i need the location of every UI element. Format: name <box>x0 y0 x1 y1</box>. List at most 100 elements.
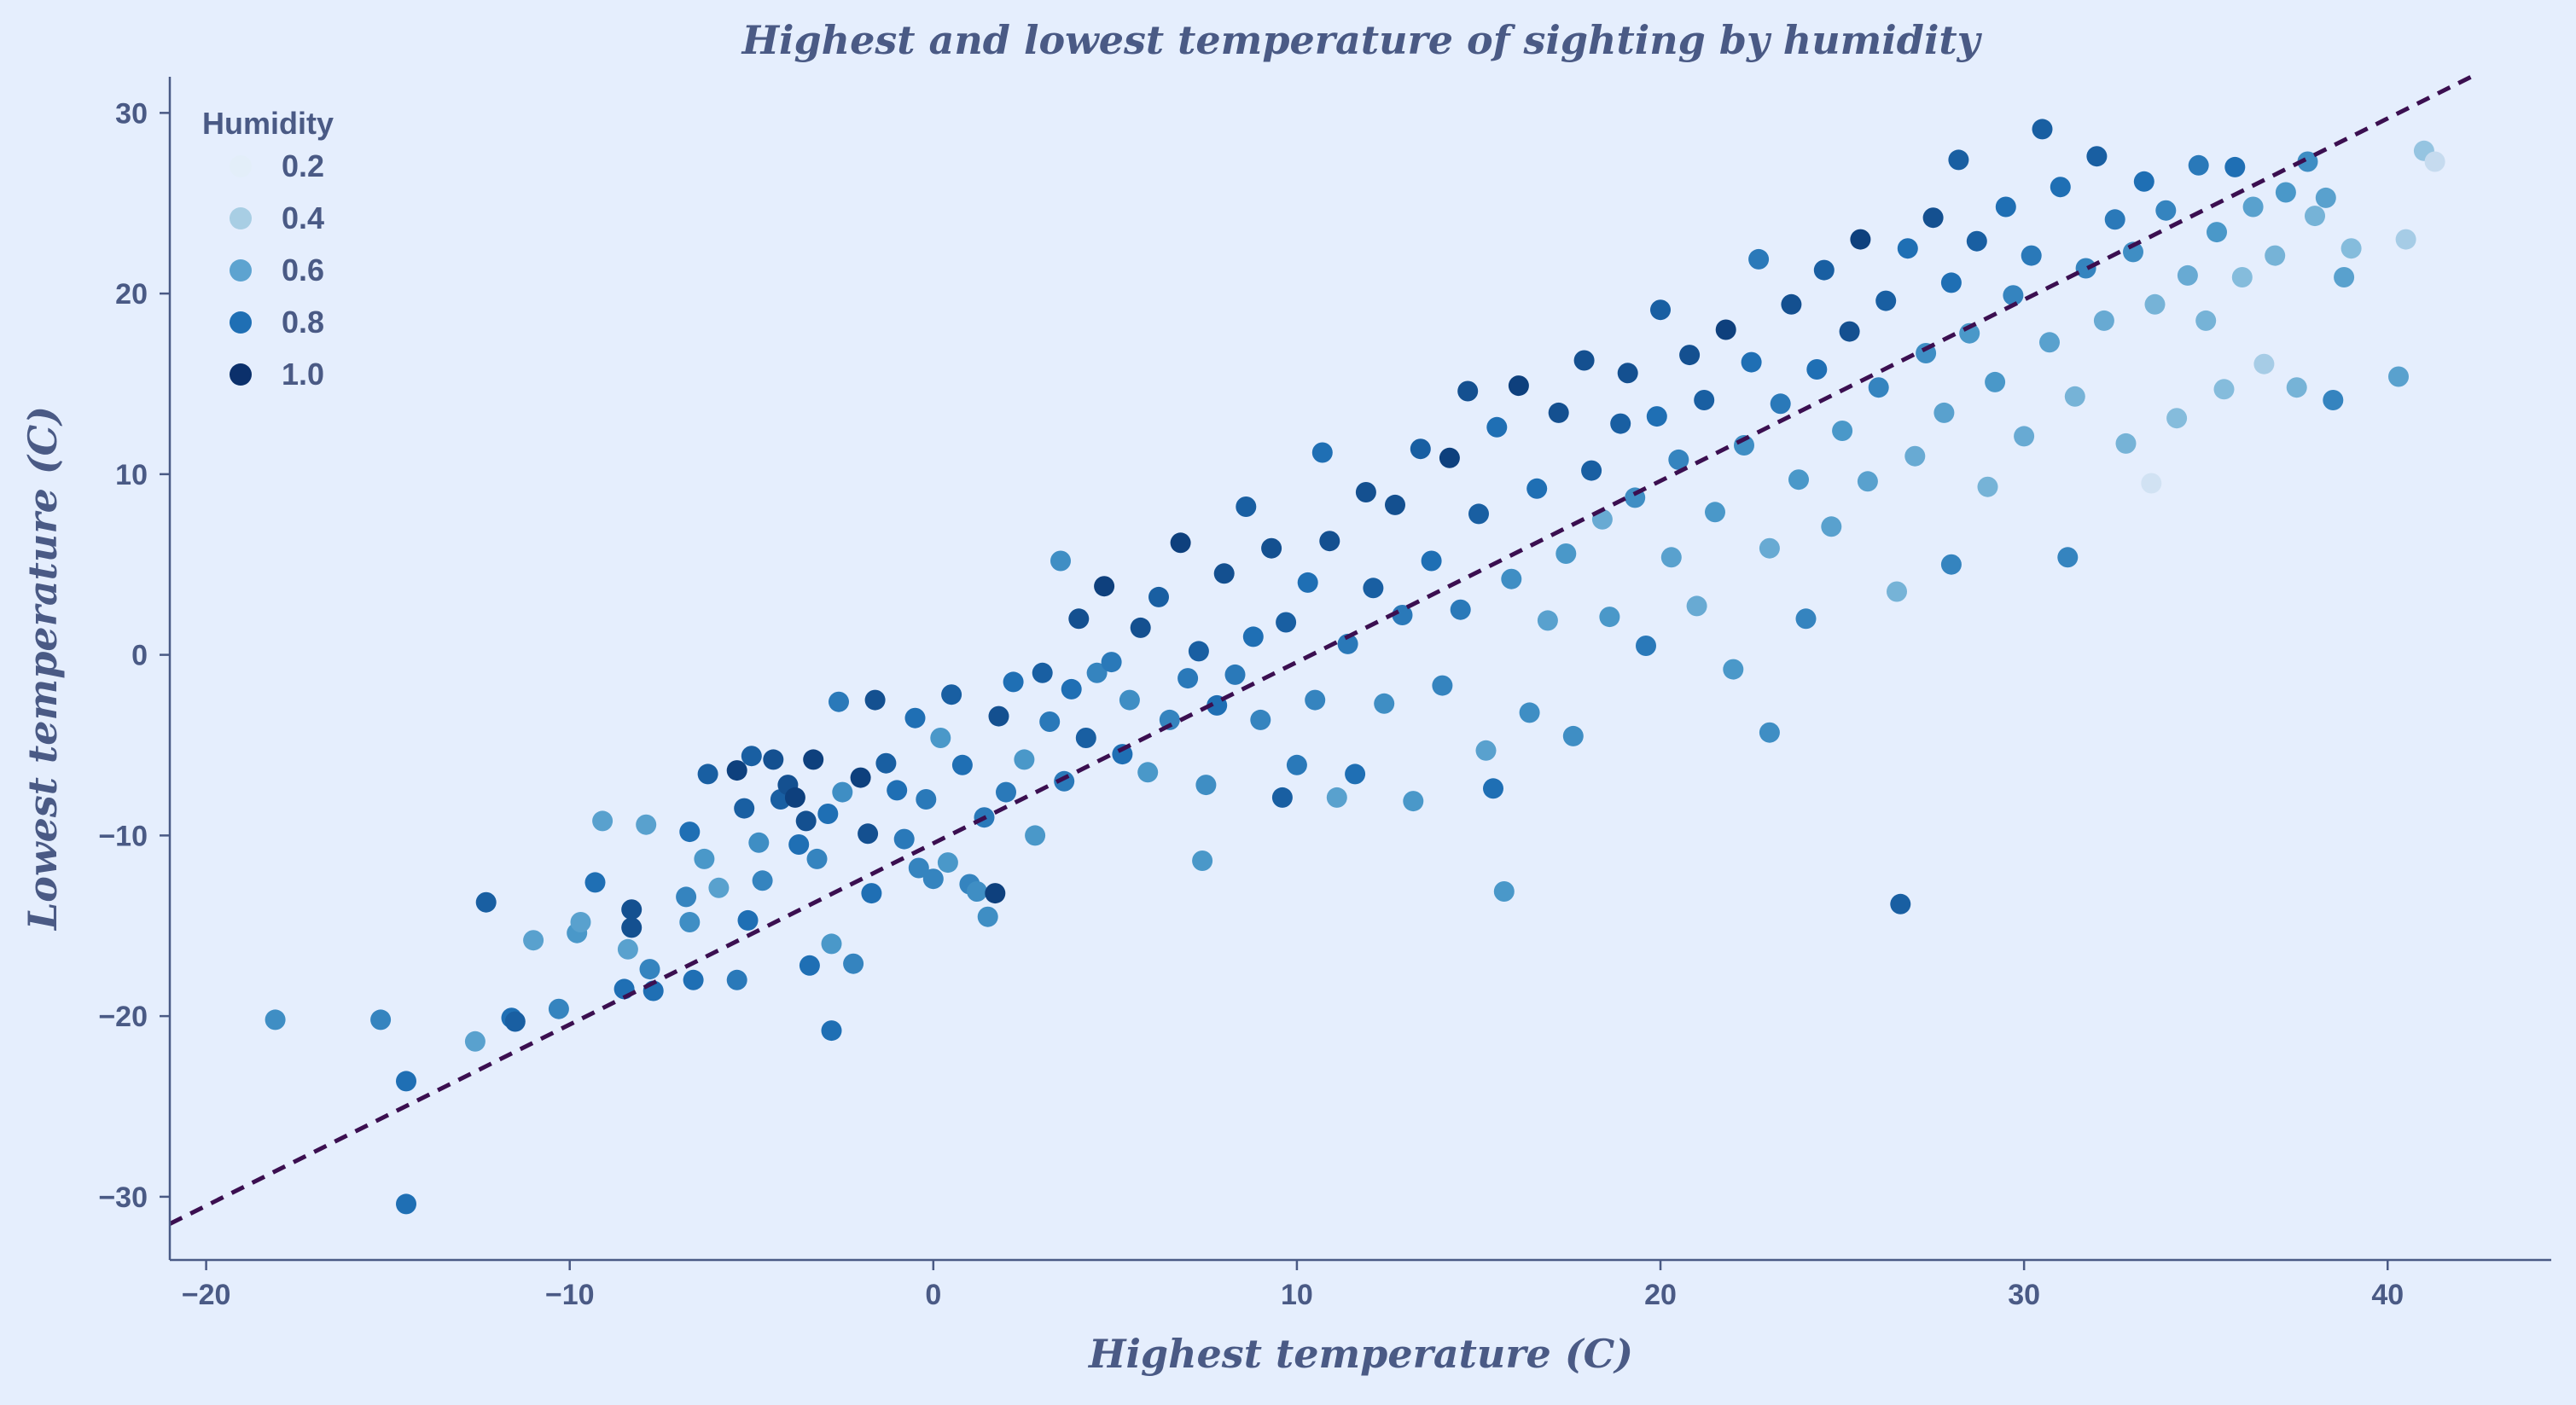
data-point <box>788 834 810 855</box>
data-point <box>795 810 817 832</box>
data-point <box>1599 607 1620 628</box>
data-point <box>1832 421 1853 441</box>
data-point <box>1086 662 1108 683</box>
data-point <box>1486 416 1508 438</box>
data-point <box>1061 678 1082 700</box>
x-tick-label: 0 <box>925 1279 941 1311</box>
data-point <box>2275 182 2296 203</box>
x-tick-label: −10 <box>545 1279 595 1311</box>
legend-marker <box>230 311 252 334</box>
data-point <box>2340 238 2362 259</box>
data-point <box>937 852 958 874</box>
data-point <box>821 1020 842 1042</box>
data-point <box>2086 146 2108 167</box>
data-point <box>1475 740 1497 761</box>
data-point <box>1286 754 1307 775</box>
data-point <box>2141 473 2162 494</box>
data-point <box>1250 709 1271 730</box>
data-point <box>1148 586 1169 607</box>
data-point <box>548 998 569 1019</box>
data-point <box>1276 612 1297 633</box>
data-point <box>1995 196 2016 218</box>
data-point <box>621 899 643 920</box>
data-point <box>922 868 944 890</box>
data-point <box>1170 532 1191 554</box>
data-point <box>1224 664 1246 685</box>
data-point <box>1119 689 1140 711</box>
data-point <box>2195 310 2217 331</box>
data-point <box>2021 245 2042 266</box>
data-point <box>1668 449 1689 470</box>
data-point <box>941 684 962 705</box>
data-point <box>858 823 879 845</box>
data-point <box>2388 366 2409 387</box>
data-point <box>1137 762 1159 783</box>
data-point <box>1806 359 1828 380</box>
data-point <box>1940 554 1962 575</box>
data-point <box>1493 881 1515 902</box>
data-point <box>2057 547 2079 568</box>
data-point <box>1723 659 1744 680</box>
y-tick-label: −20 <box>98 1001 148 1033</box>
data-point <box>803 749 824 770</box>
data-point <box>617 938 638 960</box>
data-point <box>1345 763 1366 785</box>
data-point <box>1868 377 1889 398</box>
data-point <box>1319 531 1340 552</box>
data-point <box>1403 791 1424 812</box>
data-point <box>1213 563 1235 584</box>
data-point <box>996 781 1016 803</box>
data-point <box>806 848 828 869</box>
data-point <box>2144 293 2166 315</box>
y-tick-label: −10 <box>98 820 148 852</box>
data-point <box>1850 229 1871 250</box>
data-point <box>1068 608 1090 630</box>
data-point <box>2395 229 2416 250</box>
data-point <box>683 969 704 990</box>
data-point <box>1457 380 1479 402</box>
data-point <box>1271 787 1293 808</box>
data-point <box>1617 363 1638 384</box>
data-point <box>621 917 643 938</box>
data-point <box>1897 238 1918 259</box>
data-point <box>2133 171 2154 192</box>
data-point <box>1003 671 1024 693</box>
data-point <box>1770 393 1791 415</box>
data-point <box>1439 447 1460 468</box>
legend-label: 1.0 <box>282 357 324 392</box>
data-point <box>784 787 805 808</box>
data-point <box>1705 502 1725 523</box>
data-point <box>1410 438 1431 460</box>
data-point <box>1483 778 1503 799</box>
data-point <box>1363 578 1384 599</box>
data-point <box>1101 652 1122 673</box>
data-point <box>752 870 773 891</box>
data-point <box>832 781 853 803</box>
data-point <box>1694 390 1715 410</box>
data-point <box>893 828 915 850</box>
data-point <box>1781 293 1802 315</box>
data-point <box>1094 576 1115 597</box>
data-point <box>1337 633 1358 654</box>
data-point <box>2188 154 2209 176</box>
data-point <box>1311 442 1333 463</box>
y-tick-label: 30 <box>115 97 148 130</box>
data-point <box>1650 299 1671 321</box>
data-point <box>370 1009 392 1031</box>
data-point <box>1014 749 1035 770</box>
data-point <box>1686 595 1707 617</box>
data-point <box>1508 375 1529 397</box>
x-tick-label: 30 <box>2008 1279 2040 1311</box>
data-point <box>1715 319 1736 340</box>
chart-title: Highest and lowest temperature of sighti… <box>741 17 1983 63</box>
data-point <box>570 912 591 932</box>
data-point <box>748 832 770 853</box>
data-point <box>2297 151 2318 172</box>
legend-label: 0.8 <box>282 305 324 340</box>
data-point <box>592 810 613 832</box>
data-point <box>2123 241 2143 263</box>
data-point <box>1562 725 1584 746</box>
data-point <box>1050 550 1071 572</box>
data-point <box>2265 245 2286 266</box>
